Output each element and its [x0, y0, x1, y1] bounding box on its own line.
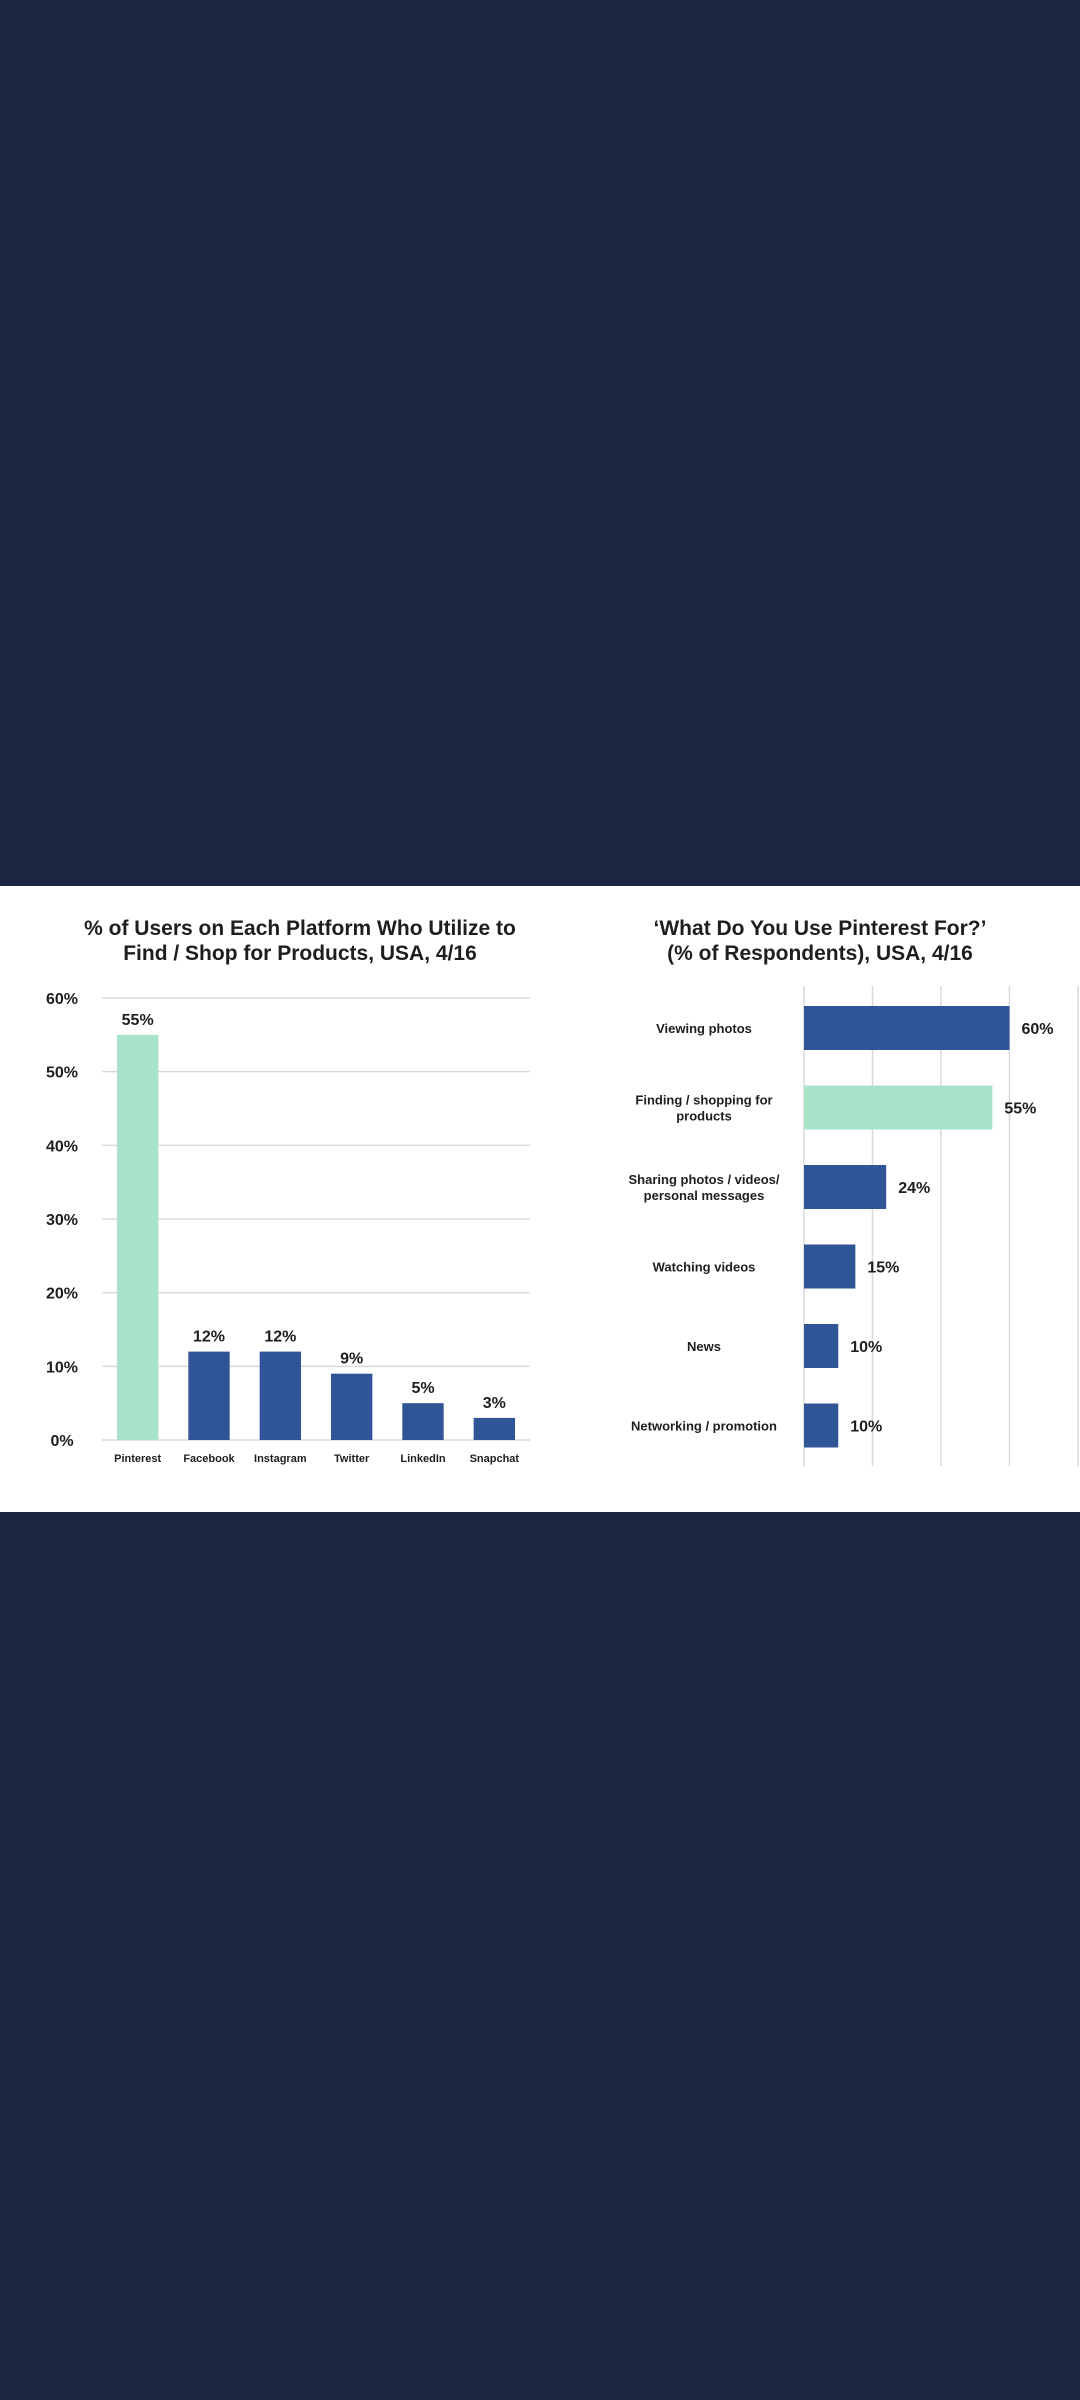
right-y-category-label: Sharing photos / videos/	[629, 1172, 780, 1187]
left-data-label: 12%	[264, 1329, 296, 1346]
left-y-tick-label: 50%	[46, 1065, 78, 1082]
left-bar	[188, 1351, 230, 1440]
right-data-label: 24%	[898, 1180, 930, 1197]
left-x-tick-label: Facebook	[183, 1453, 235, 1465]
right-bar	[804, 1085, 993, 1130]
right-bar	[804, 1165, 887, 1209]
left-y-tick-label: 30%	[46, 1212, 78, 1229]
left-data-label: 55%	[122, 1012, 154, 1029]
right-y-category-label: Networking / promotion	[631, 1419, 777, 1434]
left-bar	[259, 1351, 302, 1440]
right-data-label: 15%	[867, 1260, 899, 1277]
left-y-tick-label: 40%	[46, 1138, 78, 1155]
left-y-tick-label: 10%	[46, 1359, 78, 1376]
left-data-label: 12%	[193, 1329, 225, 1346]
left-data-label: 5%	[411, 1380, 434, 1397]
right-data-label: 10%	[850, 1339, 882, 1356]
right-y-category-label: News	[687, 1339, 721, 1354]
left-x-tick-label: LinkedIn	[400, 1453, 446, 1465]
left-data-label: 9%	[340, 1351, 363, 1368]
left-title-line-2: Find / Shop for Products, USA, 4/16	[123, 942, 477, 965]
right-data-label: 55%	[1004, 1101, 1036, 1118]
right-y-category-label: Viewing photos	[656, 1021, 752, 1036]
right-bar	[804, 1244, 856, 1289]
left-y-tick-label: 60%	[46, 991, 78, 1008]
left-data-label: 3%	[483, 1395, 506, 1412]
right-title-line-1: ‘What Do You Use Pinterest For?’	[653, 917, 987, 940]
left-title-line-1: % of Users on Each Platform Who Utilize …	[84, 917, 516, 940]
left-x-tick-label: Instagram	[254, 1453, 307, 1465]
right-y-category-label: Watching videos	[653, 1260, 756, 1275]
right-bar	[804, 1403, 839, 1448]
right-y-category-label: products	[676, 1109, 732, 1124]
left-bar	[402, 1403, 444, 1440]
left-x-tick-label: Pinterest	[114, 1453, 161, 1465]
left-bar	[473, 1417, 516, 1440]
left-bar	[116, 1034, 159, 1440]
right-title-line-2: (% of Respondents), USA, 4/16	[667, 942, 973, 965]
left-x-tick-label: Twitter	[334, 1453, 370, 1465]
right-bar	[804, 1006, 1010, 1050]
charts-svg: 0% 10% 20% 30% 40% 50% 60% 55% Pinterest 12% Faceb…	[46, 986, 1079, 1466]
left-x-tick-label: Snapchat	[470, 1453, 520, 1465]
right-bar	[804, 1324, 839, 1368]
chart-panel: % of Users on Each Platform Who Utilize …	[0, 886, 1080, 1512]
left-y-tick-label: 0%	[50, 1433, 73, 1450]
left-chart-title: % of Users on Each Platform Who Utilize …	[60, 916, 540, 966]
right-y-category-label: personal messages	[644, 1188, 765, 1203]
left-y-tick-label: 20%	[46, 1286, 78, 1303]
right-data-label: 10%	[850, 1419, 882, 1436]
left-bar	[330, 1373, 373, 1440]
right-chart-title: ‘What Do You Use Pinterest For?’ (% of R…	[610, 916, 1030, 966]
right-data-label: 60%	[1022, 1021, 1054, 1038]
right-y-category-label: Finding / shopping for	[635, 1093, 772, 1108]
